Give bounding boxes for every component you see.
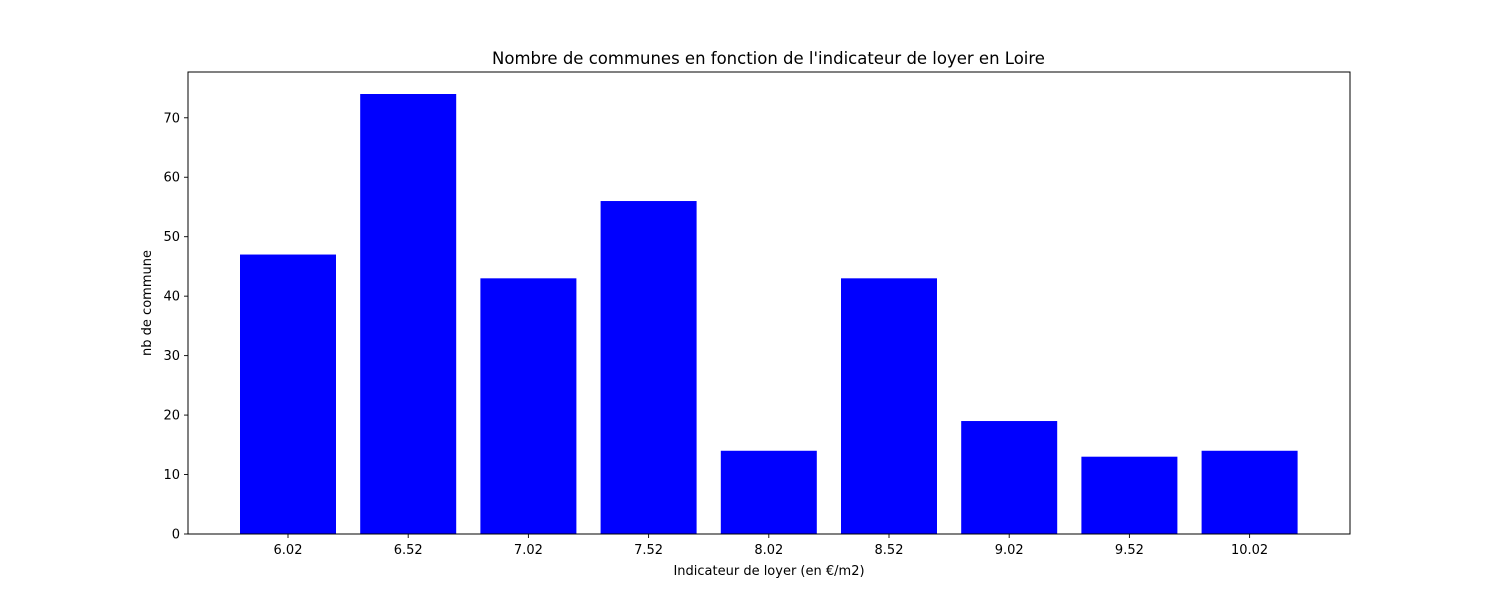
bar-7.52 [600,201,697,534]
y-tick-label: 0 [172,528,180,543]
bar-10.02 [1201,450,1298,534]
x-tick-label: 8.02 [754,543,783,558]
chart-title: Nombre de communes en fonction de l'indi… [492,49,1045,68]
bar-8.52 [841,278,937,534]
bar-8.02 [720,450,817,534]
y-tick-label: 60 [163,171,180,186]
y-axis: 0 10 20 30 40 50 60 70 [163,111,188,543]
x-tick-label: 9.02 [995,543,1024,558]
x-axis: 6.02 6.52 7.02 7.52 8.02 8.52 9.02 9.52 10.02 [274,534,1268,558]
bar-6.02 [240,254,336,535]
y-axis-label: nb de commune [140,250,155,356]
bar-9.52 [1081,456,1178,534]
y-tick-label: 10 [163,468,180,483]
y-tick-label: 70 [163,111,180,126]
x-tick-label: 8.52 [875,543,904,558]
y-tick-label: 40 [163,290,180,305]
x-tick-label: 9.52 [1115,543,1144,558]
x-tick-label: 6.52 [394,543,423,558]
y-tick-label: 30 [163,349,180,364]
plot-frame [187,71,1351,535]
y-tick-label: 50 [163,230,180,245]
bar-7.02 [480,278,577,534]
bar-6.52 [360,94,457,534]
x-tick-label: 7.02 [514,543,543,558]
x-tick-label: 10.02 [1231,543,1268,558]
bars-layer [240,94,1298,535]
x-tick-label: 7.52 [634,543,663,558]
x-axis-label: Indicateur de loyer (en €/m2) [673,564,864,579]
bar-9.02 [961,421,1058,534]
y-tick-label: 20 [163,409,180,424]
x-tick-label: 6.02 [274,543,303,558]
